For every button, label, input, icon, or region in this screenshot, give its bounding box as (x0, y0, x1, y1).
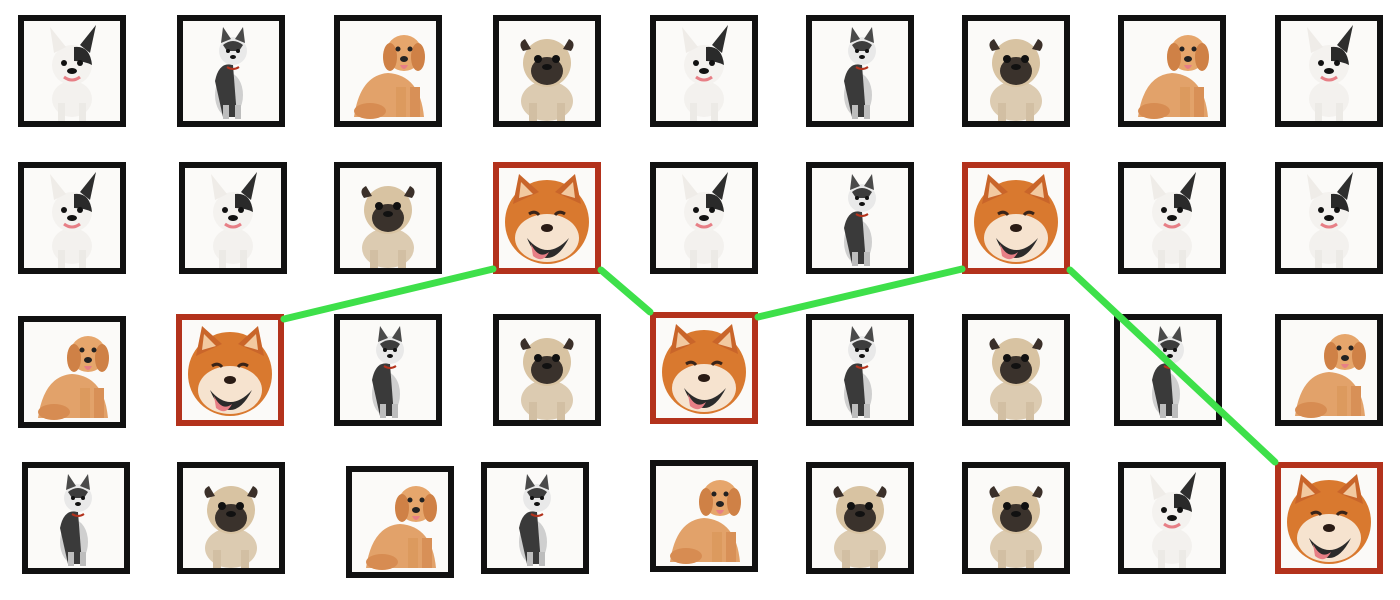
tile-french-bulldog[interactable] (179, 162, 287, 274)
french-bulldog-icon (1307, 172, 1353, 268)
tile-pug[interactable] (334, 162, 442, 274)
husky-icon (519, 474, 551, 566)
tile-french-bulldog[interactable] (18, 162, 126, 274)
tile-husky[interactable] (334, 314, 442, 426)
husky-icon (215, 27, 247, 119)
tile-husky[interactable] (806, 162, 914, 274)
tile-french-bulldog[interactable] (18, 15, 126, 127)
husky-icon (1152, 326, 1184, 418)
husky-icon (844, 326, 876, 418)
shiba-inu-icon (188, 326, 272, 416)
pug-icon (989, 338, 1043, 420)
tile-golden-retriever[interactable] (346, 466, 454, 578)
shiba-inu-icon (1287, 474, 1371, 564)
tile-golden-retriever[interactable] (18, 316, 126, 428)
tile-french-bulldog[interactable] (1275, 162, 1383, 274)
french-bulldog-icon (1307, 25, 1353, 121)
tile-husky[interactable] (1114, 314, 1222, 426)
tile-pug[interactable] (493, 15, 601, 127)
shiba-inu-icon (974, 174, 1058, 264)
golden-retriever-icon (38, 336, 109, 420)
tile-pug[interactable] (962, 462, 1070, 574)
tile-shiba-inu[interactable] (962, 162, 1070, 274)
tile-golden-retriever[interactable] (1275, 314, 1383, 426)
tile-pug[interactable] (962, 15, 1070, 127)
french-bulldog-icon (1150, 472, 1196, 568)
husky-icon (844, 27, 876, 119)
french-bulldog-icon (211, 172, 257, 268)
tile-pug[interactable] (962, 314, 1070, 426)
tile-husky[interactable] (481, 462, 589, 574)
pug-icon (361, 186, 415, 268)
pug-icon (989, 486, 1043, 568)
husky-icon (60, 474, 92, 566)
french-bulldog-icon (50, 25, 96, 121)
tile-husky[interactable] (22, 462, 130, 574)
golden-retriever-icon (1138, 35, 1209, 119)
tile-pug[interactable] (177, 462, 285, 574)
tile-french-bulldog[interactable] (1118, 462, 1226, 574)
tile-shiba-inu[interactable] (1275, 462, 1383, 574)
french-bulldog-icon (50, 172, 96, 268)
tile-shiba-inu[interactable] (493, 162, 601, 274)
shiba-inu-icon (505, 174, 589, 264)
tile-golden-retriever[interactable] (1118, 15, 1226, 127)
golden-retriever-icon (366, 486, 437, 570)
french-bulldog-icon (682, 172, 728, 268)
tile-pug[interactable] (806, 462, 914, 574)
tile-french-bulldog[interactable] (1275, 15, 1383, 127)
husky-icon (844, 174, 876, 266)
tile-shiba-inu[interactable] (176, 314, 284, 426)
tile-french-bulldog[interactable] (1118, 162, 1226, 274)
golden-retriever-icon (670, 480, 741, 564)
tile-golden-retriever[interactable] (650, 460, 758, 572)
pug-icon (204, 486, 258, 568)
golden-retriever-icon (354, 35, 425, 119)
tile-husky[interactable] (806, 314, 914, 426)
tile-french-bulldog[interactable] (650, 162, 758, 274)
pug-icon (989, 39, 1043, 121)
husky-icon (372, 326, 404, 418)
tile-golden-retriever[interactable] (334, 15, 442, 127)
pug-icon (520, 338, 574, 420)
tile-husky[interactable] (806, 15, 914, 127)
shiba-inu-icon (662, 324, 746, 414)
golden-retriever-icon (1295, 334, 1366, 418)
tile-french-bulldog[interactable] (650, 15, 758, 127)
pug-icon (520, 39, 574, 121)
french-bulldog-icon (1150, 172, 1196, 268)
tile-shiba-inu[interactable] (650, 312, 758, 424)
tile-pug[interactable] (493, 314, 601, 426)
pug-icon (833, 486, 887, 568)
tile-husky[interactable] (177, 15, 285, 127)
french-bulldog-icon (682, 25, 728, 121)
